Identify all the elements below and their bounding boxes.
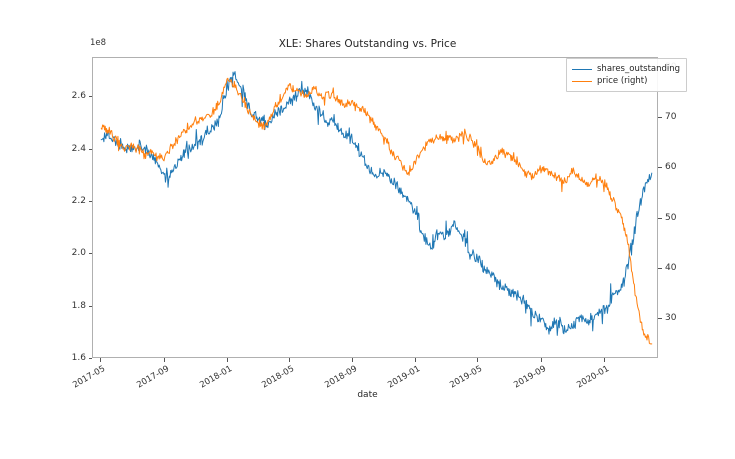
legend-label: price (right) xyxy=(597,76,648,86)
y-axis-left-tick-mark xyxy=(88,200,92,202)
y-axis-right-tick-mark xyxy=(658,267,662,269)
y-axis-right-tick-label: 60 xyxy=(665,162,677,173)
y-axis-right-tick-label: 30 xyxy=(665,312,677,323)
y-axis-left-tick-label: 1.6 xyxy=(71,353,86,363)
chart-lines xyxy=(100,71,653,345)
legend-entry: price (right) xyxy=(572,75,680,87)
y-axis-left-tick-mark xyxy=(88,96,92,98)
y-axis-left-tick-mark xyxy=(88,358,92,359)
y-axis-right-tick-mark xyxy=(658,117,662,119)
x-axis-tick-mark xyxy=(100,358,102,362)
y-axis-right-tick-mark xyxy=(658,217,662,219)
x-axis-tick-mark xyxy=(226,358,228,362)
series-line-shares-outstanding xyxy=(100,71,653,336)
x-axis-label: date xyxy=(357,390,378,400)
x-axis-tick-mark xyxy=(540,358,542,362)
y-axis-left-tick-mark xyxy=(88,148,92,150)
x-axis-tick-mark xyxy=(288,358,290,362)
plot-area xyxy=(92,57,658,358)
legend-color-swatch xyxy=(572,68,592,70)
y-axis-left-tick-label: 2.6 xyxy=(71,91,86,102)
y-axis-left-tick-label: 2.2 xyxy=(71,195,86,206)
y-axis-left-tick-mark xyxy=(88,253,92,255)
y-axis-left-tick-mark xyxy=(88,305,92,307)
chart-title: XLE: Shares Outstanding vs. Price xyxy=(278,38,457,50)
y-axis-right-tick-mark xyxy=(658,317,662,319)
legend-color-swatch xyxy=(572,80,592,82)
x-axis-tick-mark xyxy=(163,358,165,362)
x-axis-tick-mark xyxy=(352,358,354,362)
legend-entry: shares_outstanding xyxy=(572,63,680,75)
y-axis-right-tick-label: 50 xyxy=(665,212,677,223)
y-axis-left-tick-label: 1.8 xyxy=(71,300,86,311)
legend-label: shares_outstanding xyxy=(597,64,681,74)
y-axis-right-tick-label: 40 xyxy=(665,262,677,273)
x-axis-tick-mark xyxy=(415,358,417,362)
y-axis-left-tick-label: 2.0 xyxy=(71,248,86,259)
y-axis-right-tick-mark xyxy=(658,167,662,169)
series-line-price xyxy=(100,77,653,345)
x-axis-tick-mark xyxy=(477,358,479,362)
y-axis-left-tick-label: 2.4 xyxy=(71,143,86,154)
x-axis-tick-mark xyxy=(603,358,605,362)
y-axis-right-tick-label: 70 xyxy=(665,112,677,123)
y-axis-offset-label: 1e8 xyxy=(90,38,107,48)
